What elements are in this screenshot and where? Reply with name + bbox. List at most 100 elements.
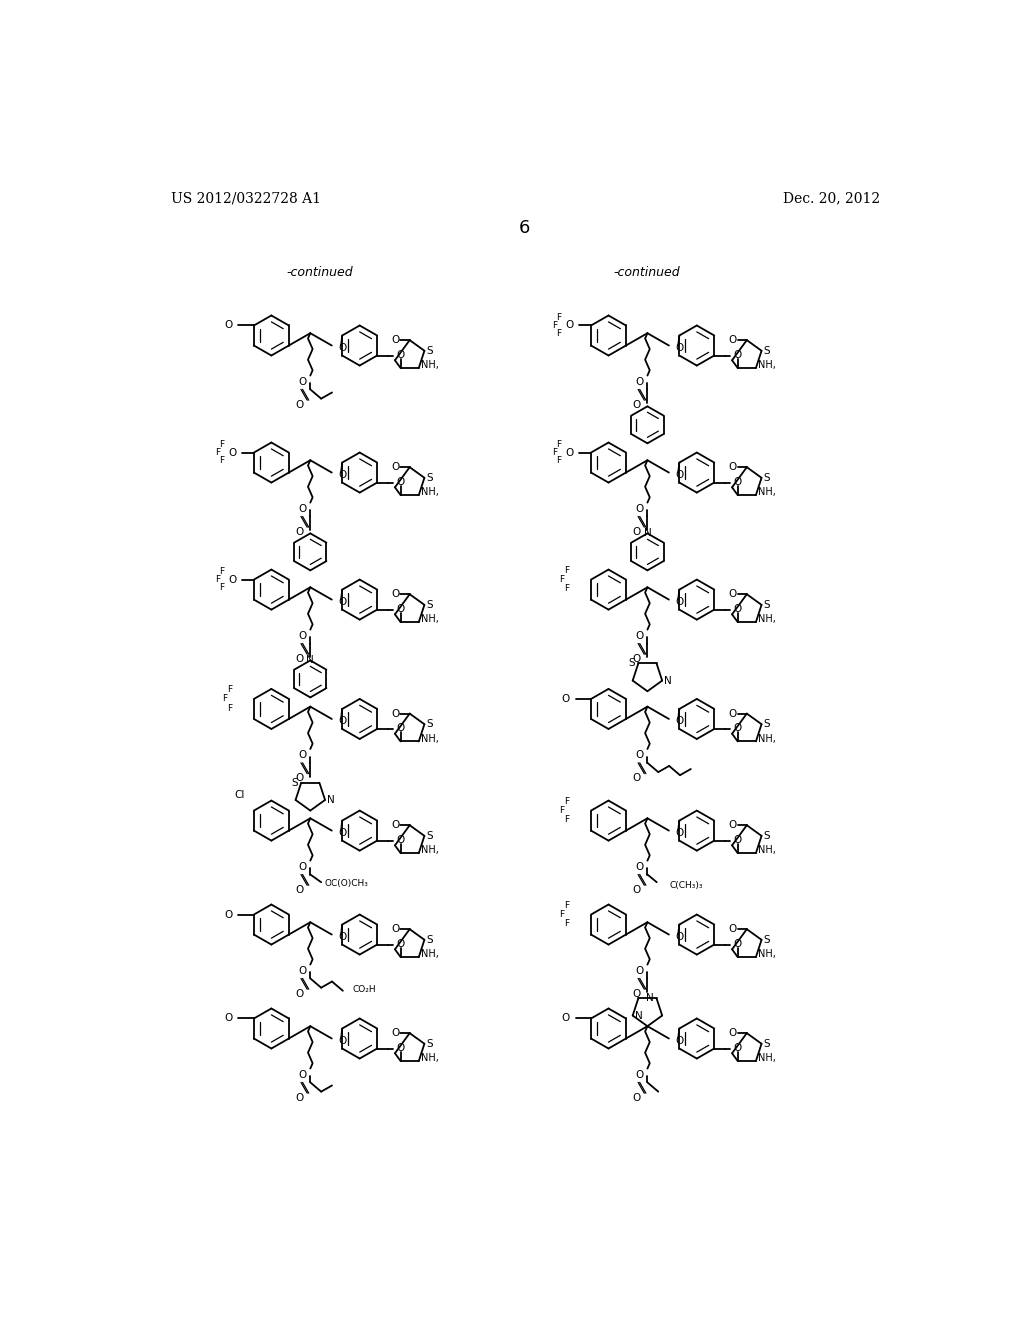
Text: O: O — [396, 836, 404, 845]
Text: N: N — [328, 795, 335, 805]
Text: O: O — [338, 470, 346, 480]
Text: S: S — [427, 1039, 433, 1049]
Text: NH,: NH, — [421, 487, 439, 498]
Text: O: O — [396, 1043, 404, 1053]
Text: S: S — [764, 473, 770, 483]
Text: O: O — [729, 820, 737, 830]
Text: N: N — [306, 656, 314, 665]
Text: NH,: NH, — [421, 949, 439, 960]
Text: F: F — [564, 566, 569, 574]
Text: F: F — [556, 441, 561, 449]
Text: F: F — [215, 447, 220, 457]
Text: O: O — [295, 400, 303, 409]
Text: O: O — [729, 924, 737, 935]
Text: O: O — [675, 717, 683, 726]
Text: O: O — [562, 694, 570, 704]
Text: O: O — [391, 709, 399, 718]
Text: O: O — [298, 966, 306, 975]
Text: O: O — [298, 750, 306, 760]
Text: F: F — [564, 585, 569, 593]
Text: O: O — [391, 335, 399, 345]
Text: O: O — [729, 1028, 737, 1038]
Text: O: O — [391, 589, 399, 599]
Text: F: F — [559, 909, 564, 919]
Text: O: O — [733, 350, 741, 360]
Text: O: O — [633, 1093, 641, 1102]
Text: O: O — [635, 376, 643, 387]
Text: F: F — [559, 807, 564, 814]
Text: O: O — [396, 350, 404, 360]
Text: F: F — [564, 816, 569, 824]
Text: NH,: NH, — [758, 949, 776, 960]
Text: O: O — [338, 828, 346, 838]
Text: O: O — [733, 723, 741, 734]
Text: O: O — [224, 1014, 233, 1023]
Text: F: F — [552, 321, 557, 330]
Text: S: S — [427, 830, 433, 841]
Text: F: F — [552, 447, 557, 457]
Text: F: F — [564, 797, 569, 805]
Text: O: O — [224, 909, 233, 920]
Text: O: O — [396, 477, 404, 487]
Text: S: S — [764, 719, 770, 729]
Text: S: S — [427, 346, 433, 356]
Text: O: O — [396, 939, 404, 949]
Text: O: O — [633, 400, 641, 409]
Text: O: O — [635, 631, 643, 640]
Text: F: F — [556, 313, 561, 322]
Text: O: O — [295, 653, 303, 664]
Text: NH,: NH, — [421, 734, 439, 743]
Text: O: O — [565, 321, 574, 330]
Text: O: O — [633, 884, 641, 895]
Text: O: O — [295, 527, 303, 537]
Text: O: O — [633, 653, 641, 664]
Text: O: O — [635, 966, 643, 975]
Text: US 2012/0322728 A1: US 2012/0322728 A1 — [171, 191, 321, 206]
Text: 6: 6 — [519, 219, 530, 236]
Text: O: O — [228, 447, 237, 458]
Text: O: O — [729, 462, 737, 473]
Text: NH,: NH, — [758, 487, 776, 498]
Text: O: O — [633, 774, 641, 783]
Text: O: O — [733, 605, 741, 614]
Text: O: O — [733, 1043, 741, 1053]
Text: O: O — [391, 924, 399, 935]
Text: O: O — [675, 828, 683, 838]
Text: O: O — [295, 774, 303, 783]
Text: O: O — [675, 932, 683, 942]
Text: O: O — [295, 1093, 303, 1102]
Text: N: N — [646, 994, 654, 1003]
Text: N: N — [643, 528, 651, 539]
Text: NH,: NH, — [421, 1053, 439, 1064]
Text: CO₂H: CO₂H — [352, 985, 376, 994]
Text: O: O — [635, 504, 643, 513]
Text: O: O — [298, 631, 306, 640]
Text: O: O — [338, 343, 346, 352]
Text: S: S — [427, 599, 433, 610]
Text: NH,: NH, — [758, 845, 776, 855]
Text: N: N — [665, 676, 672, 685]
Text: NH,: NH, — [758, 360, 776, 371]
Text: O: O — [675, 470, 683, 480]
Text: S: S — [764, 830, 770, 841]
Text: O: O — [729, 589, 737, 599]
Text: O: O — [298, 504, 306, 513]
Text: Dec. 20, 2012: Dec. 20, 2012 — [782, 191, 880, 206]
Text: F: F — [556, 329, 561, 338]
Text: F: F — [564, 900, 569, 909]
Text: O: O — [729, 709, 737, 718]
Text: O: O — [228, 574, 237, 585]
Text: O: O — [391, 820, 399, 830]
Text: S: S — [427, 719, 433, 729]
Text: O: O — [633, 527, 641, 537]
Text: F: F — [215, 576, 220, 583]
Text: F: F — [227, 685, 232, 694]
Text: F: F — [219, 455, 224, 465]
Text: NH,: NH, — [421, 360, 439, 371]
Text: O: O — [298, 376, 306, 387]
Text: O: O — [733, 836, 741, 845]
Text: S: S — [764, 346, 770, 356]
Text: C(CH₃)₃: C(CH₃)₃ — [669, 880, 702, 890]
Text: OC(O)CH₃: OC(O)CH₃ — [325, 879, 368, 888]
Text: O: O — [391, 1028, 399, 1038]
